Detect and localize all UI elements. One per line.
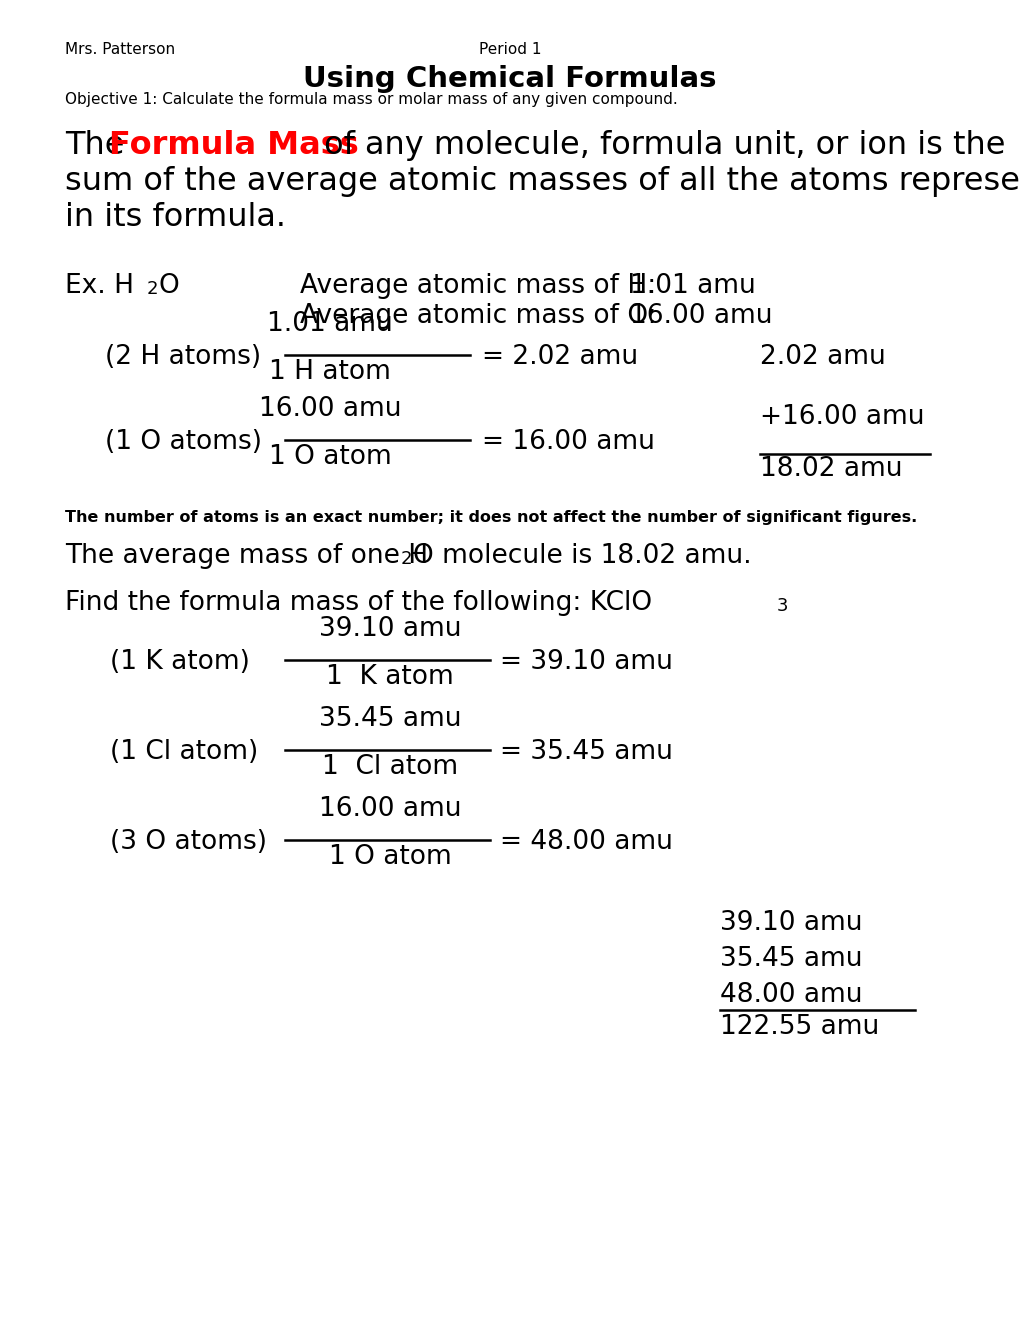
Text: sum of the average atomic masses of all the atoms represented: sum of the average atomic masses of all … bbox=[65, 166, 1019, 197]
Text: 35.45 amu: 35.45 amu bbox=[719, 946, 862, 972]
Text: Mrs. Patterson: Mrs. Patterson bbox=[65, 42, 175, 57]
Text: 1  Cl atom: 1 Cl atom bbox=[322, 754, 458, 780]
Text: Objective 1: Calculate the formula mass or molar mass of any given compound.: Objective 1: Calculate the formula mass … bbox=[65, 92, 677, 107]
Text: 16.00 amu: 16.00 amu bbox=[259, 396, 400, 422]
Text: O: O bbox=[159, 273, 179, 300]
Text: (1 Cl atom): (1 Cl atom) bbox=[110, 739, 258, 766]
Text: +16.00 amu: +16.00 amu bbox=[759, 404, 923, 430]
Text: = 16.00 amu: = 16.00 amu bbox=[482, 429, 654, 455]
Text: (1 O atoms): (1 O atoms) bbox=[105, 429, 262, 455]
Text: Formula Mass: Formula Mass bbox=[109, 129, 359, 161]
Text: 2: 2 bbox=[147, 280, 158, 298]
Text: 2: 2 bbox=[400, 550, 412, 568]
Text: 18.02 amu: 18.02 amu bbox=[759, 455, 902, 482]
Text: Ex. H: Ex. H bbox=[65, 273, 133, 300]
Text: 48.00 amu: 48.00 amu bbox=[719, 982, 862, 1008]
Text: 2.02 amu: 2.02 amu bbox=[759, 345, 884, 370]
Text: Average atomic mass of H:: Average atomic mass of H: bbox=[300, 273, 655, 300]
Text: O molecule is 18.02 amu.: O molecule is 18.02 amu. bbox=[413, 543, 751, 569]
Text: 16.00 amu: 16.00 amu bbox=[630, 304, 771, 329]
Text: of any molecule, formula unit, or ion is the: of any molecule, formula unit, or ion is… bbox=[314, 129, 1005, 161]
Text: (3 O atoms): (3 O atoms) bbox=[110, 829, 267, 855]
Text: in its formula.: in its formula. bbox=[65, 202, 285, 234]
Text: 1.01 amu: 1.01 amu bbox=[267, 312, 392, 337]
Text: 39.10 amu: 39.10 amu bbox=[318, 616, 461, 642]
Text: 1 H atom: 1 H atom bbox=[269, 359, 390, 385]
Text: The number of atoms is an exact number; it does not affect the number of signifi: The number of atoms is an exact number; … bbox=[65, 510, 916, 525]
Text: 16.00 amu: 16.00 amu bbox=[318, 796, 461, 822]
Text: The: The bbox=[65, 129, 135, 161]
Text: 1 O atom: 1 O atom bbox=[268, 444, 391, 470]
Text: Period 1: Period 1 bbox=[478, 42, 541, 57]
Text: = 39.10 amu: = 39.10 amu bbox=[499, 649, 673, 675]
Text: 122.55 amu: 122.55 amu bbox=[719, 1014, 878, 1040]
Text: Using Chemical Formulas: Using Chemical Formulas bbox=[303, 65, 716, 92]
Text: 1  K atom: 1 K atom bbox=[326, 664, 453, 690]
Text: (2 H atoms): (2 H atoms) bbox=[105, 345, 261, 370]
Text: 1.01 amu: 1.01 amu bbox=[630, 273, 755, 300]
Text: = 48.00 amu: = 48.00 amu bbox=[499, 829, 673, 855]
Text: Find the formula mass of the following: KClO: Find the formula mass of the following: … bbox=[65, 590, 651, 616]
Text: (1 K atom): (1 K atom) bbox=[110, 649, 250, 675]
Text: = 35.45 amu: = 35.45 amu bbox=[499, 739, 673, 766]
Text: = 2.02 amu: = 2.02 amu bbox=[482, 345, 638, 370]
Text: The average mass of one H: The average mass of one H bbox=[65, 543, 428, 569]
Text: 1 O atom: 1 O atom bbox=[328, 843, 451, 870]
Text: 3: 3 bbox=[776, 597, 788, 615]
Text: 35.45 amu: 35.45 amu bbox=[318, 706, 461, 733]
Text: Average atomic mass of O:: Average atomic mass of O: bbox=[300, 304, 656, 329]
Text: 39.10 amu: 39.10 amu bbox=[719, 909, 862, 936]
